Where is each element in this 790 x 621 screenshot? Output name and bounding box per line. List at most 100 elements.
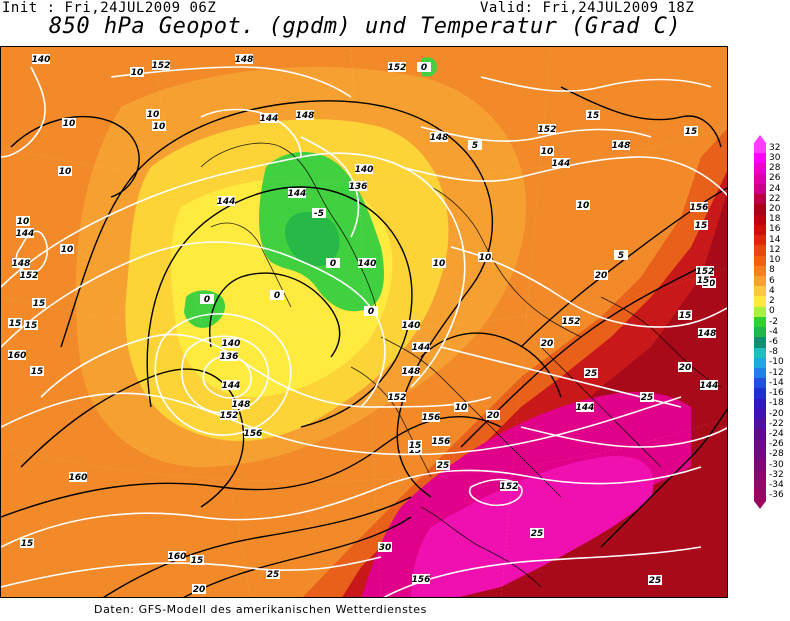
colorbar-label: 28 bbox=[769, 163, 781, 174]
temp-label-text: 0 bbox=[204, 295, 210, 305]
colorbar-segment bbox=[754, 449, 766, 461]
geo-label-text: 144 bbox=[16, 229, 35, 239]
temp-label-text: 15 bbox=[191, 556, 204, 566]
colorbar-bottom-arrow bbox=[754, 501, 766, 509]
temp-label: 0 bbox=[270, 290, 284, 301]
init-time: Init : Fri,24JUL2009 06Z bbox=[2, 0, 217, 16]
temp-label: 20 bbox=[594, 270, 608, 281]
geo-label-text: 144 bbox=[217, 197, 236, 207]
colorbar-segment bbox=[754, 480, 766, 492]
temp-label-text: 10 bbox=[577, 201, 590, 211]
geo-label-text: 136 bbox=[349, 182, 368, 192]
geo-label: 144 bbox=[222, 380, 241, 391]
geo-label-text: 152 bbox=[388, 63, 407, 73]
geo-label: 140 bbox=[32, 54, 51, 65]
temp-label: 20 bbox=[486, 410, 500, 421]
geo-label: 140 bbox=[402, 320, 421, 331]
colorbar-label: -16 bbox=[769, 388, 784, 399]
colorbar-segment bbox=[754, 275, 766, 287]
geo-label-text: 144 bbox=[552, 159, 571, 169]
temp-label-text: 0 bbox=[368, 307, 374, 317]
geo-label: 160 bbox=[168, 551, 187, 562]
geo-label: 152 bbox=[696, 266, 714, 277]
geo-label-text: 140 bbox=[402, 321, 421, 331]
temp-label-text: 5 bbox=[618, 251, 624, 261]
colorbar-segment bbox=[754, 337, 766, 349]
temp-label: 10 bbox=[432, 258, 446, 269]
geo-label: 144 bbox=[16, 228, 35, 239]
temp-label: 10 bbox=[60, 244, 74, 255]
weather-map: 140 152 148 152 144 148 144 148 144 136 … bbox=[0, 46, 728, 598]
geo-label-text: 152 bbox=[152, 61, 171, 71]
colorbar-label: 32 bbox=[769, 142, 781, 153]
temp-label: 25 bbox=[648, 575, 662, 586]
geo-label-text: 148 bbox=[430, 133, 449, 143]
geo-label-text: 140 bbox=[32, 55, 51, 65]
geo-label: 148 bbox=[296, 110, 315, 121]
colorbar-segment bbox=[754, 316, 766, 328]
geo-label-text: 160 bbox=[69, 473, 88, 483]
geo-label-text: 160 bbox=[168, 552, 187, 562]
geo-label: 144 bbox=[700, 380, 718, 391]
geo-label: 144 bbox=[552, 158, 571, 169]
geo-label: 160 bbox=[69, 472, 88, 483]
geo-label-text: 152 bbox=[500, 482, 519, 492]
geo-label-text: 156 bbox=[690, 203, 709, 213]
temp-label-text: 15 bbox=[31, 367, 44, 377]
geo-label: 152 bbox=[388, 62, 407, 73]
temp-label: 10 bbox=[146, 109, 160, 120]
geo-label: 148 bbox=[612, 140, 630, 151]
colorbar-segment bbox=[754, 408, 766, 420]
temp-label-text: 15 bbox=[685, 127, 698, 137]
colorbar-label: -34 bbox=[769, 480, 784, 491]
geo-label-text: 144 bbox=[222, 381, 241, 391]
geo-label-text: 144 bbox=[412, 343, 431, 353]
temp-label: 10 bbox=[540, 146, 554, 157]
colorbar-segment bbox=[754, 286, 766, 297]
colorbar-segment bbox=[754, 460, 766, 471]
colorbar-segment bbox=[754, 235, 766, 246]
temp-label-text: 15 bbox=[697, 276, 710, 286]
colorbar-segment bbox=[754, 429, 766, 441]
temp-label: 5 bbox=[468, 140, 482, 151]
colorbar-label: -26 bbox=[769, 439, 784, 450]
colorbar-label: -32 bbox=[769, 469, 784, 480]
temp-label-text: 20 bbox=[487, 411, 500, 421]
colorbar-label: -30 bbox=[769, 459, 784, 470]
colorbar-label: -10 bbox=[769, 357, 784, 368]
geo-label: 156 bbox=[422, 412, 440, 423]
geo-label-text: 152 bbox=[538, 125, 557, 135]
geo-label-text: 148 bbox=[232, 400, 251, 410]
geo-label-text: 148 bbox=[296, 111, 315, 121]
temp-label-text: 10 bbox=[153, 122, 166, 132]
temp-label-text: 15 bbox=[679, 311, 692, 321]
colorbar-label: 10 bbox=[769, 255, 781, 266]
geo-label-text: 144 bbox=[576, 403, 595, 413]
colorbar-label: -20 bbox=[769, 408, 784, 419]
colorbar-segment bbox=[754, 183, 766, 195]
temp-label: 10 bbox=[130, 67, 144, 78]
temp-label-text: 10 bbox=[17, 217, 30, 227]
geo-label: 152 bbox=[500, 481, 519, 492]
geo-label: 148 bbox=[12, 258, 30, 269]
colorbar-segment bbox=[754, 388, 766, 400]
temp-label: 15 bbox=[694, 220, 708, 231]
geo-label: 148 bbox=[402, 366, 421, 377]
geo-label: 156 bbox=[432, 436, 450, 447]
geo-label-text: 152 bbox=[388, 393, 407, 403]
geo-label-text: 148 bbox=[235, 55, 254, 65]
colorbar-label: -22 bbox=[769, 418, 784, 429]
geo-label: 152 bbox=[220, 410, 238, 421]
temp-label: 5 bbox=[614, 250, 628, 261]
valid-time: Valid: Fri,24JUL2009 18Z bbox=[480, 0, 695, 16]
geo-label-text: 144 bbox=[260, 114, 279, 124]
geopotential-label-layer: 140 152 148 152 144 148 144 148 144 136 … bbox=[8, 54, 718, 585]
colorbar-segment bbox=[754, 347, 766, 359]
colorbar-segment bbox=[754, 265, 766, 277]
geo-label-text: 140 bbox=[222, 339, 241, 349]
colorbar-label: -28 bbox=[769, 449, 784, 460]
geo-label: 144 bbox=[412, 342, 431, 353]
geo-label-text: 148 bbox=[402, 367, 421, 377]
colorbar-label: 12 bbox=[769, 244, 781, 255]
temp-label: 15 bbox=[586, 110, 600, 121]
